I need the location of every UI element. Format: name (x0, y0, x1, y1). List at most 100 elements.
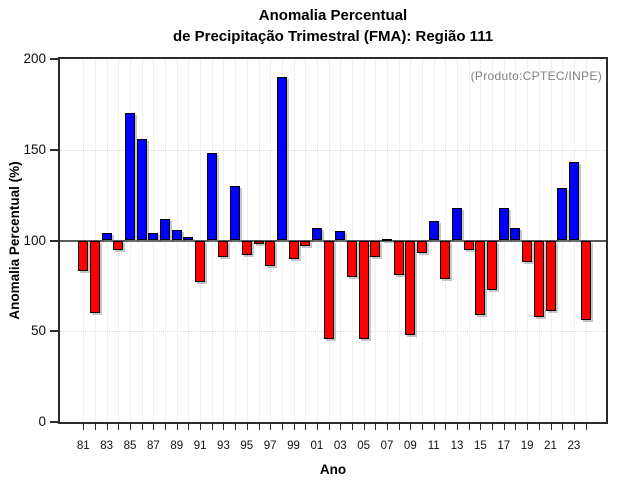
bar-19 (522, 240, 533, 263)
bar-14 (463, 240, 474, 250)
x-tick-label-15: 15 (474, 440, 487, 452)
bar-93 (218, 240, 229, 257)
y-tick-label-150: 150 (23, 141, 46, 157)
x-tick-label-23: 23 (567, 440, 581, 452)
y-tick-label-0: 0 (38, 414, 46, 429)
x-tick-mark-86 (141, 424, 143, 430)
horizontal-gridline-150 (60, 149, 606, 151)
x-tick-mark-15 (480, 424, 482, 430)
bar-82 (89, 240, 100, 314)
x-tick-label-03: 03 (333, 440, 347, 452)
x-tick-mark-00 (305, 424, 307, 430)
bar-85 (125, 113, 136, 241)
bar-15 (475, 240, 486, 315)
x-tick-mark-91 (200, 424, 202, 430)
x-tick-label-05: 05 (357, 440, 370, 452)
plot-area: (Produto:CPTEC/INPE) (58, 57, 608, 424)
y-tick-mark-150 (50, 148, 58, 151)
x-tick-mark-03 (340, 424, 342, 430)
x-tick-label-95: 95 (240, 440, 254, 452)
x-tick-mark-14 (468, 424, 470, 430)
bar-05 (358, 240, 369, 339)
x-tick-mark-02 (328, 424, 330, 430)
x-tick-mark-09 (410, 424, 412, 430)
x-tick-mark-20 (538, 424, 540, 430)
x-tick-label-07: 07 (380, 440, 394, 452)
x-tick-mark-05 (363, 424, 365, 430)
x-tick-mark-24 (585, 424, 587, 430)
bar-24 (580, 240, 591, 321)
bar-21 (545, 240, 556, 312)
x-tick-label-91: 91 (193, 440, 207, 452)
x-tick-mark-18 (515, 424, 517, 430)
bar-86 (136, 138, 147, 241)
x-tick-mark-98 (281, 424, 283, 430)
x-tick-mark-21 (550, 424, 552, 430)
x-tick-label-83: 83 (100, 440, 114, 452)
y-tick-mark-0 (50, 421, 58, 423)
x-tick-mark-01 (316, 424, 318, 430)
bar-20 (533, 240, 544, 317)
x-tick-mark-96 (258, 424, 260, 430)
bar-01 (311, 227, 322, 241)
x-tick-mark-84 (118, 424, 120, 430)
bar-00 (300, 240, 311, 246)
chart-title-line1: Anomalia Percentual (258, 7, 408, 24)
x-tick-label-89: 89 (170, 440, 184, 452)
bar-95 (241, 240, 252, 256)
bar-90 (183, 236, 194, 241)
bar-07 (381, 238, 392, 241)
bar-91 (195, 240, 206, 283)
bar-96 (253, 240, 264, 245)
y-tick-mark-200 (50, 58, 58, 60)
x-tick-label-19: 19 (520, 440, 534, 452)
bar-12 (440, 240, 451, 279)
bar-23 (568, 162, 579, 241)
bar-84 (113, 240, 124, 250)
x-tick-mark-99 (293, 424, 295, 430)
bar-88 (160, 218, 171, 241)
x-tick-mark-89 (176, 424, 178, 430)
bar-08 (393, 240, 404, 275)
x-tick-mark-08 (398, 424, 400, 430)
x-tick-mark-19 (527, 424, 529, 430)
y-tick-mark-100 (50, 239, 58, 242)
x-tick-mark-07 (386, 424, 388, 430)
x-tick-label-01: 01 (310, 440, 324, 452)
x-tick-label-21: 21 (544, 440, 557, 452)
bar-03 (335, 231, 346, 241)
x-tick-mark-10 (422, 424, 424, 430)
x-tick-label-99: 99 (287, 440, 300, 452)
x-tick-mark-23 (573, 424, 575, 430)
y-tick-mark-50 (50, 330, 58, 333)
chart-title-line2: de Precipitação Trimestral (FMA): Região… (172, 28, 494, 45)
x-tick-mark-95 (246, 424, 248, 430)
bar-09 (405, 240, 416, 335)
bar-81 (78, 240, 89, 272)
y-tick-label-100: 100 (23, 232, 46, 248)
x-tick-mark-81 (83, 424, 85, 430)
x-tick-mark-82 (94, 424, 96, 430)
bar-17 (498, 207, 509, 241)
x-tick-label-11: 11 (427, 440, 440, 452)
bar-04 (346, 240, 357, 277)
x-tick-mark-88 (165, 424, 167, 430)
x-tick-label-81: 81 (76, 440, 90, 452)
bar-10 (417, 240, 428, 254)
x-tick-mark-11 (433, 424, 435, 430)
bar-98 (276, 77, 287, 241)
x-tick-mark-16 (492, 424, 494, 430)
bar-97 (265, 240, 276, 266)
bar-16 (487, 240, 498, 290)
bar-99 (288, 240, 299, 259)
x-tick-mark-04 (351, 424, 353, 430)
x-tick-mark-85 (130, 424, 132, 430)
x-tick-label-97: 97 (263, 440, 277, 452)
x-tick-mark-83 (106, 424, 108, 430)
x-tick-mark-90 (188, 424, 190, 430)
x-tick-label-87: 87 (146, 440, 160, 452)
x-tick-label-17: 17 (497, 440, 511, 452)
bar-02 (323, 240, 334, 339)
bar-89 (171, 229, 182, 241)
